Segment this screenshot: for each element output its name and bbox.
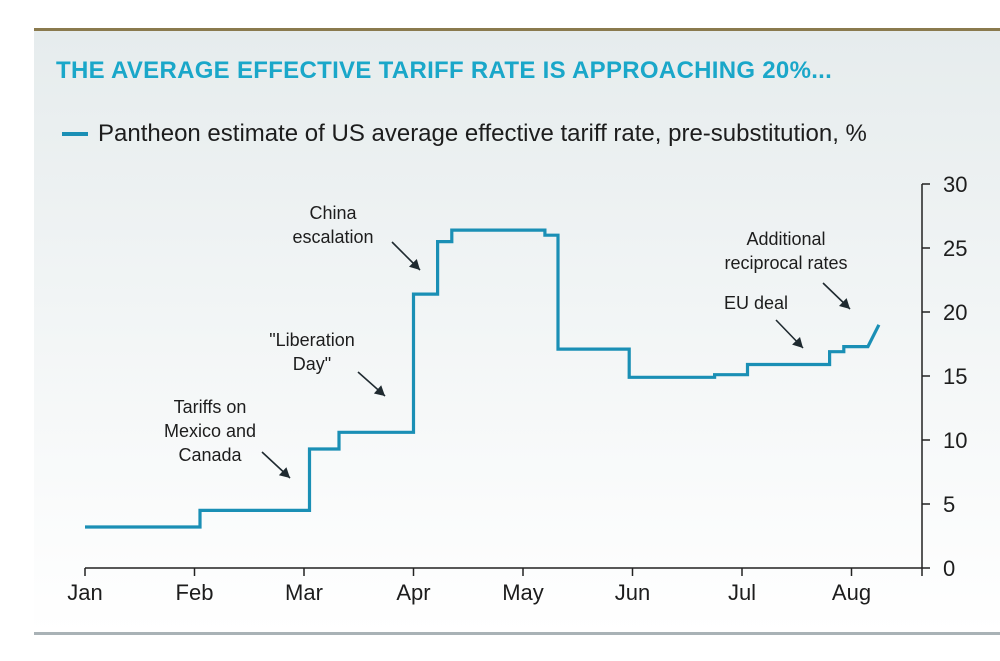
annotation-arrowhead (839, 298, 850, 309)
annotation-line: Tariffs on (174, 397, 247, 417)
y-tick-label: 10 (943, 428, 967, 453)
legend: Pantheon estimate of US average effectiv… (62, 120, 867, 148)
y-tick-label: 0 (943, 556, 955, 581)
chart-title: THE AVERAGE EFFECTIVE TARIFF RATE IS APP… (56, 57, 833, 84)
annotation-text: Additional reciprocal rates (724, 229, 847, 273)
annotation-line: Day" (293, 354, 331, 374)
annotation-arrowhead (409, 259, 420, 270)
annotation-line: Canada (178, 445, 242, 465)
y-tick-label: 20 (943, 300, 967, 325)
annotation-arrowhead (278, 467, 290, 478)
legend-label: Pantheon estimate of US average effectiv… (98, 120, 867, 147)
legend-swatch (62, 132, 88, 136)
annotation-arrowhead (373, 385, 385, 396)
x-tick-label: Mar (285, 580, 323, 605)
y-tick-label: 25 (943, 236, 967, 261)
annotation-line: EU deal (724, 293, 788, 313)
x-tick-label: Jan (67, 580, 102, 605)
annotation-line: China (309, 203, 357, 223)
chart-panel (34, 31, 1000, 634)
x-tick-label: Aug (832, 580, 871, 605)
annotation-text: EU deal (724, 293, 788, 313)
y-tick-label: 30 (943, 172, 967, 197)
annotation-line: Additional (746, 229, 825, 249)
annotation-text: "Liberation Day" (269, 330, 354, 374)
bottom-rule (34, 632, 1000, 635)
annotation-text: Tariffs on Mexico and Canada (164, 397, 256, 465)
y-tick-label: 5 (943, 492, 955, 517)
x-tick-label: Feb (176, 580, 214, 605)
annotation-line: Mexico and (164, 421, 256, 441)
top-rule (34, 28, 1000, 31)
annotation-arrowhead (792, 337, 803, 348)
x-tick-label: Jul (728, 580, 756, 605)
annotation-text: China escalation (292, 203, 373, 247)
x-tick-label: Apr (396, 580, 430, 605)
series-line (85, 228, 881, 529)
x-tick-label: Jun (615, 580, 650, 605)
annotation-line: reciprocal rates (724, 253, 847, 273)
annotation-line: "Liberation (269, 330, 354, 350)
y-tick-label: 15 (943, 364, 967, 389)
annotation-line: escalation (292, 227, 373, 247)
x-tick-label: May (502, 580, 544, 605)
